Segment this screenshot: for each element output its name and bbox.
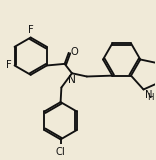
Text: F: F — [6, 60, 12, 70]
Text: O: O — [71, 47, 78, 57]
Text: N: N — [145, 90, 153, 100]
Text: H: H — [147, 93, 154, 102]
Text: Cl: Cl — [56, 148, 66, 157]
Text: F: F — [28, 25, 34, 35]
Text: N: N — [68, 75, 76, 84]
